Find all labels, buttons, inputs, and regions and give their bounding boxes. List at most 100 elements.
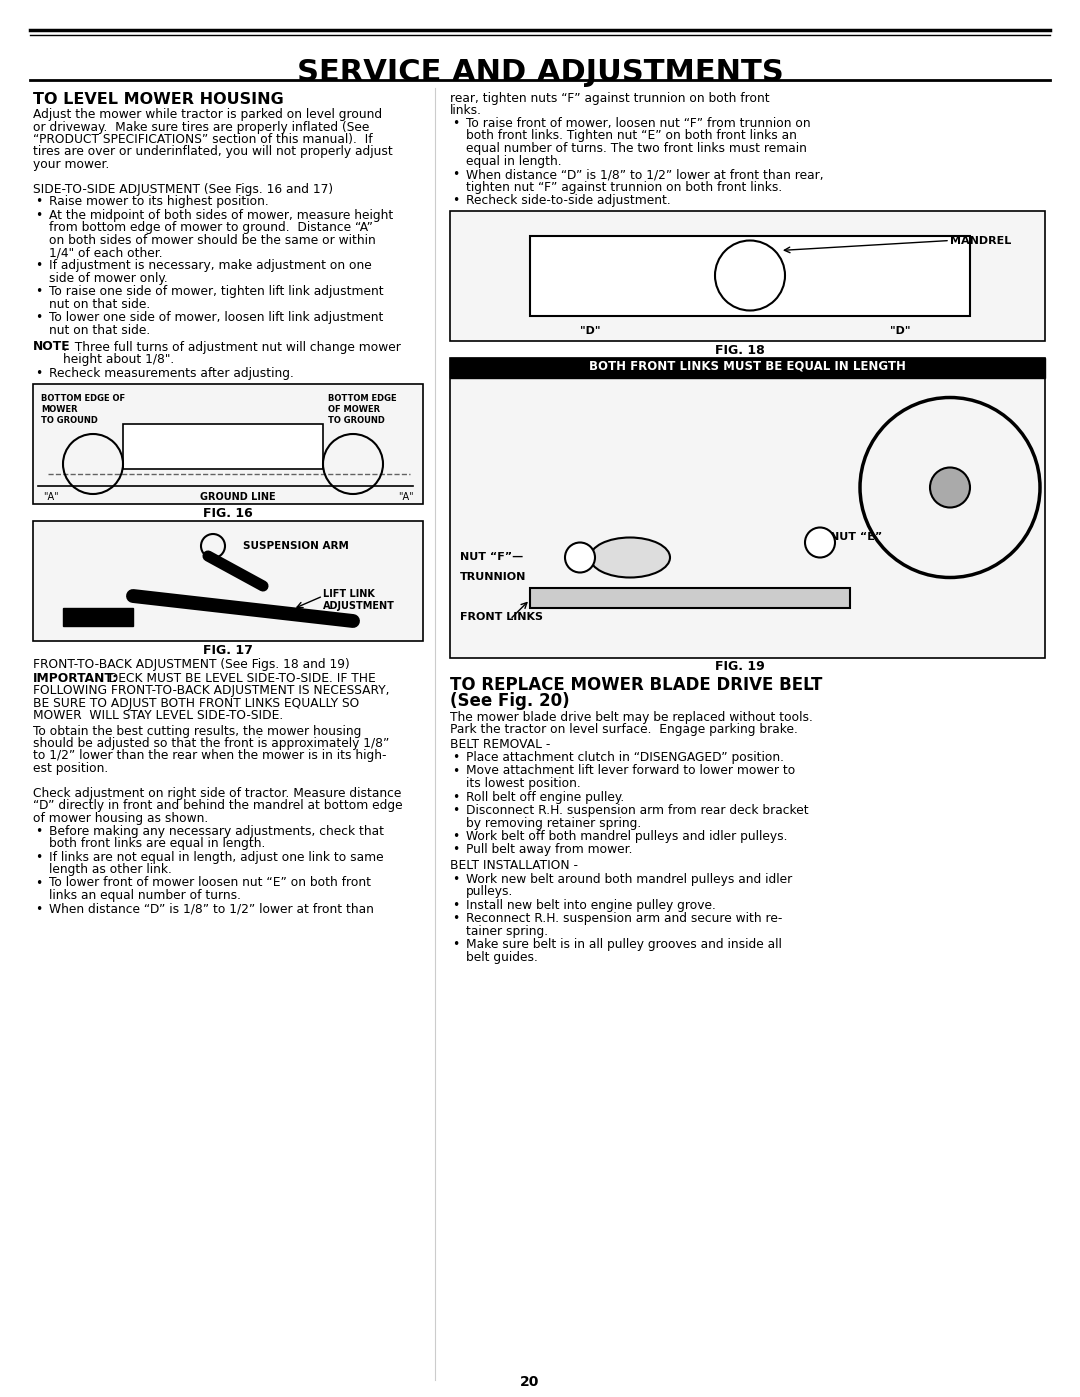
Text: tires are over or underinflated, you will not properly adjust: tires are over or underinflated, you wil…: [33, 145, 393, 158]
Text: “D” directly in front and behind the mandrel at bottom edge: “D” directly in front and behind the man…: [33, 799, 403, 813]
Text: •: •: [35, 196, 42, 208]
Text: •: •: [453, 912, 459, 925]
Text: If adjustment is necessary, make adjustment on one: If adjustment is necessary, make adjustm…: [49, 260, 372, 272]
Text: SIDE-TO-SIDE ADJUSTMENT (See Figs. 16 and 17): SIDE-TO-SIDE ADJUSTMENT (See Figs. 16 an…: [33, 183, 333, 196]
Text: height about 1/8".: height about 1/8".: [63, 353, 174, 366]
Bar: [33, 384, 423, 504]
Text: To lower front of mower loosen nut “E” on both front: To lower front of mower loosen nut “E” o…: [49, 876, 372, 890]
Text: 1/4" of each other.: 1/4" of each other.: [49, 246, 163, 258]
Text: 20: 20: [521, 1375, 540, 1389]
Text: :  Three full turns of adjustment nut will change mower: : Three full turns of adjustment nut wil…: [63, 341, 401, 353]
Bar: [33, 521, 423, 641]
Text: LIFT LINK
ADJUSTMENT
NUT: LIFT LINK ADJUSTMENT NUT: [323, 590, 395, 624]
Text: both front links. Tighten nut “E” on both front links an: both front links. Tighten nut “E” on bot…: [465, 130, 797, 142]
Text: Install new belt into engine pulley grove.: Install new belt into engine pulley grov…: [465, 898, 716, 911]
Text: (See Fig. 20): (See Fig. 20): [450, 693, 569, 711]
Text: FRONT LINKS: FRONT LINKS: [460, 612, 543, 623]
Text: •: •: [35, 208, 42, 222]
Text: •: •: [453, 898, 459, 911]
Text: When distance “D” is 1/8” to 1/2” lower at front than: When distance “D” is 1/8” to 1/2” lower …: [49, 902, 374, 915]
Text: •: •: [453, 194, 459, 207]
Bar: [450, 358, 1045, 658]
Text: tighten nut “F” against trunnion on both front links.: tighten nut “F” against trunnion on both…: [465, 180, 782, 194]
Text: "A": "A": [43, 492, 58, 502]
Text: •: •: [453, 873, 459, 886]
Text: GROUND LINE: GROUND LINE: [201, 492, 276, 502]
Text: both front links are equal in length.: both front links are equal in length.: [49, 837, 266, 849]
Text: •: •: [35, 260, 42, 272]
Text: Place attachment clutch in “DISENGAGED” position.: Place attachment clutch in “DISENGAGED” …: [465, 752, 784, 764]
Text: Make sure belt is in all pulley grooves and inside all: Make sure belt is in all pulley grooves …: [465, 937, 782, 951]
Text: its lowest position.: its lowest position.: [465, 777, 581, 789]
Text: Disconnect R.H. suspension arm from rear deck bracket: Disconnect R.H. suspension arm from rear…: [465, 805, 809, 817]
Text: TO LEVEL MOWER HOUSING: TO LEVEL MOWER HOUSING: [33, 92, 284, 108]
Text: •: •: [453, 830, 459, 842]
Text: equal number of turns. The two front links must remain: equal number of turns. The two front lin…: [465, 142, 807, 155]
Text: •: •: [453, 937, 459, 951]
Text: •: •: [453, 805, 459, 817]
Text: of mower housing as shown.: of mower housing as shown.: [33, 812, 208, 826]
Bar: [63, 608, 133, 626]
Text: FIG. 18: FIG. 18: [715, 344, 765, 356]
Text: belt guides.: belt guides.: [465, 950, 538, 964]
Text: •: •: [35, 824, 42, 837]
Text: "A": "A": [399, 492, 414, 502]
Text: by removing retainer spring.: by removing retainer spring.: [465, 816, 642, 830]
Text: length as other link.: length as other link.: [49, 863, 172, 876]
Bar: [530, 588, 850, 608]
Text: BOTH FRONT LINKS MUST BE EQUAL IN LENGTH: BOTH FRONT LINKS MUST BE EQUAL IN LENGTH: [589, 359, 906, 373]
Text: Recheck side-to-side adjustment.: Recheck side-to-side adjustment.: [465, 194, 671, 207]
Text: tainer spring.: tainer spring.: [465, 925, 549, 937]
Text: BELT REMOVAL -: BELT REMOVAL -: [450, 738, 551, 750]
Circle shape: [930, 468, 970, 507]
Ellipse shape: [590, 538, 670, 577]
Text: nut on that side.: nut on that side.: [49, 324, 150, 337]
Text: links.: links.: [450, 105, 482, 117]
Text: TO REPLACE MOWER BLADE DRIVE BELT: TO REPLACE MOWER BLADE DRIVE BELT: [450, 676, 822, 694]
Text: nut on that side.: nut on that side.: [49, 298, 150, 312]
Text: •: •: [35, 367, 42, 380]
Text: •: •: [35, 902, 42, 915]
Text: Reconnect R.H. suspension arm and secure with re-: Reconnect R.H. suspension arm and secure…: [465, 912, 782, 925]
Text: DECK MUST BE LEVEL SIDE-TO-SIDE. IF THE: DECK MUST BE LEVEL SIDE-TO-SIDE. IF THE: [102, 672, 376, 685]
Text: •: •: [35, 312, 42, 324]
Text: pulleys.: pulleys.: [465, 886, 513, 898]
Text: Move attachment lift lever forward to lower mower to: Move attachment lift lever forward to lo…: [465, 764, 795, 778]
Bar: [450, 358, 1045, 377]
Text: To obtain the best cutting results, the mower housing: To obtain the best cutting results, the …: [33, 725, 362, 738]
Text: Before making any necessary adjustments, check that: Before making any necessary adjustments,…: [49, 824, 384, 837]
Text: Raise mower to its highest position.: Raise mower to its highest position.: [49, 196, 269, 208]
Text: •: •: [453, 168, 459, 182]
Text: NUT “E”: NUT “E”: [831, 532, 882, 542]
Text: FIG. 17: FIG. 17: [203, 644, 253, 657]
Bar: [123, 425, 323, 469]
Text: Check adjustment on right side of tractor. Measure distance: Check adjustment on right side of tracto…: [33, 787, 402, 800]
Text: To raise front of mower, loosen nut “F” from trunnion on: To raise front of mower, loosen nut “F” …: [465, 117, 811, 130]
Text: rear, tighten nuts “F” against trunnion on both front: rear, tighten nuts “F” against trunnion …: [450, 92, 770, 105]
Text: BOTTOM EDGE
OF MOWER
TO GROUND: BOTTOM EDGE OF MOWER TO GROUND: [328, 394, 396, 425]
Text: To lower one side of mower, loosen lift link adjustment: To lower one side of mower, loosen lift …: [49, 312, 383, 324]
Text: MANDREL: MANDREL: [950, 236, 1011, 246]
Circle shape: [565, 542, 595, 573]
Text: should be adjusted so that the front is approximately 1/8”: should be adjusted so that the front is …: [33, 738, 390, 750]
Text: FOLLOWING FRONT-TO-BACK ADJUSTMENT IS NECESSARY,: FOLLOWING FRONT-TO-BACK ADJUSTMENT IS NE…: [33, 685, 390, 697]
Text: BELT INSTALLATION -: BELT INSTALLATION -: [450, 859, 578, 872]
Text: •: •: [35, 285, 42, 299]
Text: Recheck measurements after adjusting.: Recheck measurements after adjusting.: [49, 367, 294, 380]
Text: NUT “F”—: NUT “F”—: [460, 552, 523, 563]
Text: FIG. 16: FIG. 16: [203, 507, 253, 520]
Text: FRONT-TO-BACK ADJUSTMENT (See Figs. 18 and 19): FRONT-TO-BACK ADJUSTMENT (See Figs. 18 a…: [33, 658, 350, 671]
Circle shape: [805, 528, 835, 557]
Text: “PRODUCT SPECIFICATIONS” section of this manual).  If: “PRODUCT SPECIFICATIONS” section of this…: [33, 133, 373, 147]
Text: •: •: [453, 764, 459, 778]
Text: If links are not equal in length, adjust one link to same: If links are not equal in length, adjust…: [49, 851, 383, 863]
Text: •: •: [35, 876, 42, 890]
Text: Pull belt away from mower.: Pull belt away from mower.: [465, 844, 633, 856]
Text: "D": "D": [890, 326, 910, 335]
Text: BE SURE TO ADJUST BOTH FRONT LINKS EQUALLY SO: BE SURE TO ADJUST BOTH FRONT LINKS EQUAL…: [33, 697, 360, 710]
Text: The mower blade drive belt may be replaced without tools.: The mower blade drive belt may be replac…: [450, 711, 813, 724]
Text: •: •: [35, 851, 42, 863]
Text: TRUNNION: TRUNNION: [460, 573, 526, 583]
Text: to 1/2” lower than the rear when the mower is in its high-: to 1/2” lower than the rear when the mow…: [33, 750, 387, 763]
Text: BOTTOM EDGE OF
MOWER
TO GROUND: BOTTOM EDGE OF MOWER TO GROUND: [41, 394, 125, 425]
